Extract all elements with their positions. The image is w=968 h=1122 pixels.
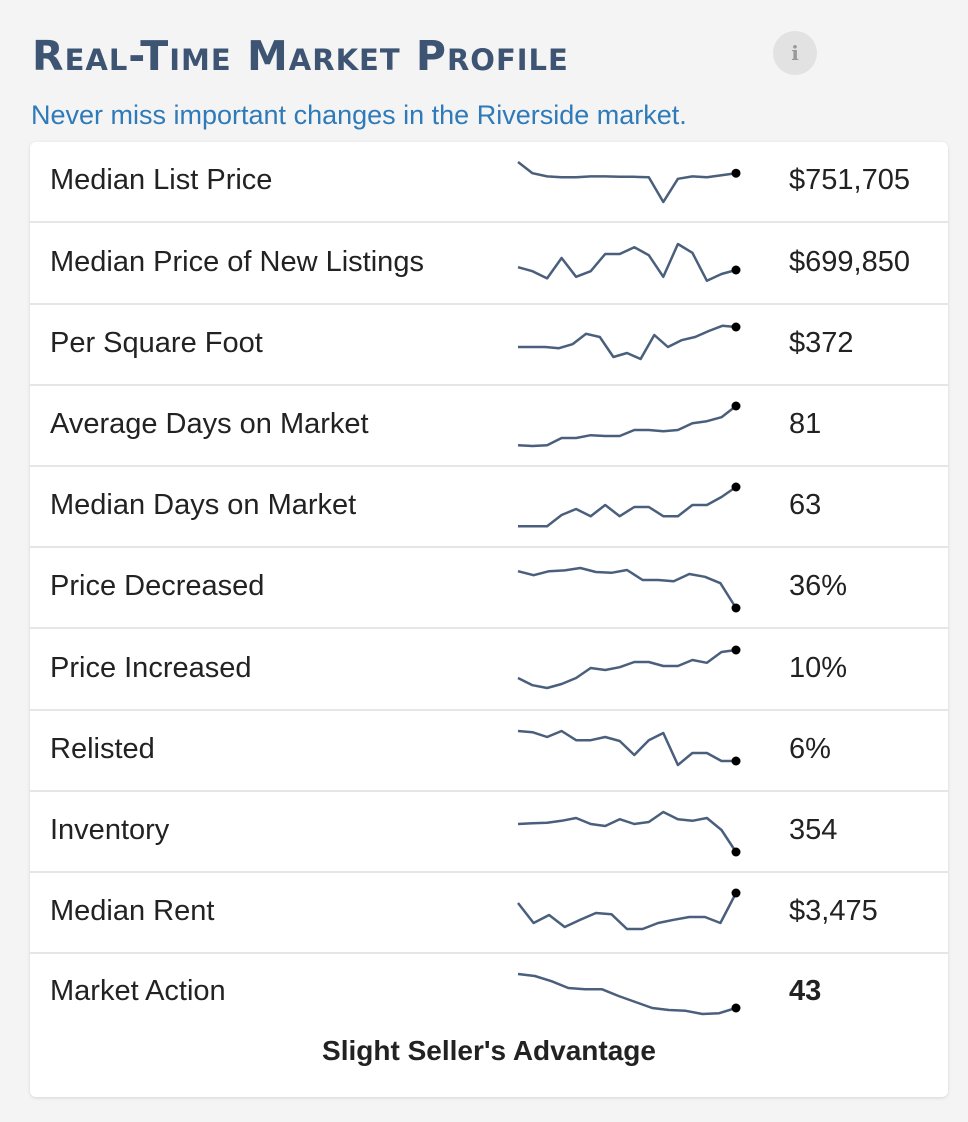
sparkline-line	[517, 972, 737, 1016]
metric-value: 10%	[789, 652, 848, 684]
sparkline-chart	[517, 566, 741, 613]
sparkline-chart	[517, 242, 741, 283]
sparkline-endpoint	[731, 265, 741, 275]
sparkline-chart	[517, 888, 741, 931]
sparkline-endpoint	[731, 888, 741, 898]
metric-value: $699,850	[789, 246, 910, 278]
metric-row-median-rent: Median Rent $3,475	[30, 873, 948, 954]
sparkline-endpoint	[731, 603, 741, 613]
sparkline-line	[517, 810, 738, 853]
sparkline-chart	[518, 322, 741, 361]
metric-value: 354	[789, 814, 838, 846]
sparkline-endpoint	[731, 847, 741, 857]
market-action-label: Slight Seller's Advantage	[322, 1035, 656, 1066]
metric-label: Median Price of New Listings	[50, 246, 424, 278]
page-subtitle: Never miss important changes in the Rive…	[31, 100, 687, 130]
metric-value: 36%	[789, 570, 848, 602]
sparkline-line	[517, 648, 737, 690]
metric-value: $372	[789, 327, 854, 359]
sparkline-endpoint	[731, 1003, 741, 1013]
metric-value: $3,475	[789, 895, 878, 927]
sparkline-line	[517, 892, 738, 931]
sparkline-chart	[517, 645, 741, 690]
page-title: Real-Time Market Profile	[32, 32, 569, 80]
metric-row-median-list-price: Median List Price $751,705	[30, 142, 948, 223]
metric-row-relisted: Relisted 6%	[30, 711, 948, 792]
sparkline-chart	[517, 401, 741, 448]
sparkline-chart	[517, 729, 741, 767]
info-icon[interactable]: i	[773, 31, 817, 75]
metric-label: Inventory	[50, 814, 170, 846]
sparkline-endpoint	[731, 756, 741, 766]
metric-value: 43	[789, 975, 822, 1007]
sparkline-line	[518, 324, 737, 361]
metric-label: Median Rent	[50, 895, 215, 927]
sparkline-line	[517, 729, 736, 767]
sparkline-chart	[517, 161, 741, 204]
metric-label: Average Days on Market	[50, 408, 369, 440]
page-header: Real-Time Market Profile	[32, 26, 569, 86]
sparkline-endpoint	[731, 168, 741, 178]
metric-value: 81	[789, 408, 822, 440]
sparkline-chart	[518, 482, 741, 528]
metric-row-average-days-on-market: Average Days on Market 81	[30, 386, 948, 467]
sparkline-chart	[517, 810, 741, 857]
sparkline-line	[517, 405, 737, 448]
metric-label: Price Decreased	[50, 570, 265, 602]
metric-row-median-price-of-new-listings: Median Price of New Listings $699,850	[30, 224, 948, 305]
sparkline-chart	[517, 972, 741, 1016]
metric-row-market-action: Market Action 43	[30, 954, 948, 1026]
metric-label: Median List Price	[50, 164, 273, 196]
sparkline-endpoint	[731, 401, 741, 411]
sparkline-line	[517, 242, 737, 283]
metric-row-price-decreased: Price Decreased 36%	[30, 548, 948, 629]
metric-value: 63	[789, 489, 822, 521]
sparkline-line	[517, 566, 738, 609]
market-profile-table: Slight Seller's Advantage Median List Pr…	[30, 142, 948, 1097]
sparkline-line	[518, 485, 737, 528]
metric-label: Relisted	[50, 733, 155, 765]
metric-row-inventory: Inventory 354	[30, 792, 948, 873]
sparkline-endpoint	[731, 645, 741, 655]
sparkline-endpoint	[731, 482, 741, 492]
metric-label: Market Action	[50, 975, 226, 1007]
metric-value: $751,705	[789, 164, 910, 196]
metric-row-price-increased: Price Increased 10%	[30, 630, 948, 711]
sparkline-line	[517, 161, 737, 204]
metric-label: Median Days on Market	[50, 489, 357, 521]
metric-label: Per Square Foot	[50, 327, 263, 359]
metric-label: Price Increased	[50, 652, 252, 684]
sparkline-endpoint	[731, 322, 741, 332]
metric-row-per-square-foot: Per Square Foot $372	[30, 305, 948, 386]
metric-value: 6%	[789, 733, 831, 765]
metric-row-median-days-on-market: Median Days on Market 63	[30, 467, 948, 548]
